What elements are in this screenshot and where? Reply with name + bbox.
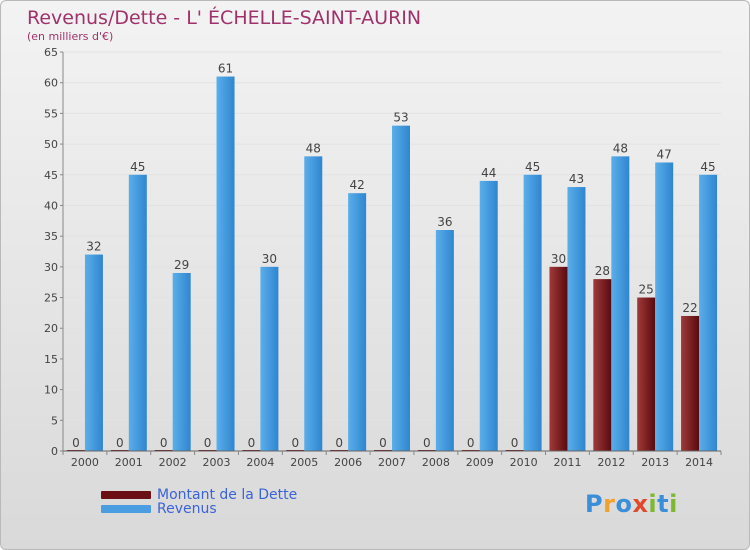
data-label-debt: 22 bbox=[682, 301, 697, 315]
x-tick-label: 2003 bbox=[203, 456, 231, 469]
data-label-debt: 0 bbox=[511, 436, 519, 450]
bar-revenus bbox=[172, 272, 191, 451]
bar-debt bbox=[593, 279, 612, 451]
y-tick-label: 0 bbox=[51, 445, 58, 458]
y-tick-label: 50 bbox=[44, 138, 58, 151]
data-label-debt: 0 bbox=[116, 436, 124, 450]
bar-revenus bbox=[655, 162, 674, 451]
legend-swatch-debt bbox=[101, 491, 151, 499]
bar-revenus bbox=[260, 266, 279, 451]
bar-revenus bbox=[392, 125, 410, 452]
data-label-debt: 0 bbox=[335, 436, 343, 450]
y-tick-label: 15 bbox=[44, 353, 58, 366]
data-label-debt: 0 bbox=[160, 436, 168, 450]
data-label-debt: 30 bbox=[551, 252, 566, 266]
bar-debt bbox=[637, 297, 656, 451]
x-tick-label: 2000 bbox=[71, 456, 99, 469]
data-label-debt: 0 bbox=[423, 436, 431, 450]
data-label-revenus: 44 bbox=[481, 166, 496, 180]
data-label-revenus: 29 bbox=[174, 258, 189, 272]
y-tick-label: 35 bbox=[44, 230, 58, 243]
data-label-debt: 28 bbox=[595, 264, 610, 278]
data-label-revenus: 45 bbox=[700, 160, 715, 174]
bar-revenus bbox=[611, 156, 630, 451]
data-label-revenus: 36 bbox=[437, 215, 452, 229]
data-label-revenus: 32 bbox=[86, 240, 101, 254]
legend-label-debt: Montant de la Dette bbox=[157, 487, 298, 503]
y-tick-label: 20 bbox=[44, 322, 58, 335]
data-label-revenus: 48 bbox=[306, 141, 321, 155]
x-tick-label: 2012 bbox=[597, 456, 625, 469]
data-label-debt: 0 bbox=[204, 436, 212, 450]
y-tick-label: 40 bbox=[44, 199, 58, 212]
y-tick-label: 55 bbox=[44, 107, 58, 120]
legend-item-debt: Montant de la Dette bbox=[101, 487, 297, 503]
y-tick-label: 45 bbox=[44, 169, 58, 182]
data-label-debt: 0 bbox=[248, 436, 256, 450]
bar-revenus bbox=[304, 156, 323, 451]
bar-debt bbox=[681, 315, 700, 451]
data-label-debt: 0 bbox=[291, 436, 299, 450]
data-label-debt: 0 bbox=[72, 436, 80, 450]
bar-revenus bbox=[348, 193, 367, 451]
data-label-revenus: 47 bbox=[657, 147, 672, 161]
legend-swatch-revenus bbox=[101, 505, 151, 513]
bar-revenus bbox=[84, 254, 103, 451]
data-label-debt: 25 bbox=[639, 283, 654, 297]
bar-revenus bbox=[479, 180, 498, 451]
data-label-debt: 0 bbox=[467, 436, 475, 450]
bar-revenus bbox=[699, 174, 718, 451]
x-tick-label: 2013 bbox=[641, 456, 669, 469]
x-tick-label: 2006 bbox=[334, 456, 362, 469]
bar-revenus bbox=[523, 174, 542, 451]
x-tick-label: 2011 bbox=[553, 456, 581, 469]
chart-title: Revenus/Dette - L' ÉCHELLE-SAINT-AURIN bbox=[27, 7, 422, 29]
proxiti-logo: Proxiti bbox=[585, 490, 678, 518]
data-label-revenus: 61 bbox=[218, 62, 233, 76]
bar-revenus bbox=[128, 174, 147, 451]
data-label-debt: 0 bbox=[379, 436, 387, 450]
data-label-revenus: 30 bbox=[262, 252, 277, 266]
x-tick-label: 2009 bbox=[466, 456, 494, 469]
data-label-revenus: 42 bbox=[349, 178, 364, 192]
y-tick-label: 5 bbox=[51, 414, 58, 427]
y-tick-label: 60 bbox=[44, 77, 58, 90]
bar-debt bbox=[549, 266, 568, 451]
y-tick-label: 65 bbox=[44, 46, 58, 59]
x-tick-label: 2007 bbox=[378, 456, 406, 469]
data-label-revenus: 45 bbox=[130, 160, 145, 174]
y-tick-label: 10 bbox=[44, 384, 58, 397]
x-tick-label: 2001 bbox=[115, 456, 143, 469]
x-tick-label: 2004 bbox=[246, 456, 274, 469]
data-label-revenus: 53 bbox=[393, 111, 408, 125]
x-tick-label: 2005 bbox=[290, 456, 318, 469]
legend-item-revenus: Revenus bbox=[101, 501, 217, 517]
data-label-revenus: 45 bbox=[525, 160, 540, 174]
bar-revenus bbox=[567, 187, 586, 452]
x-tick-label: 2002 bbox=[159, 456, 187, 469]
data-label-revenus: 48 bbox=[613, 141, 628, 155]
bar-revenus bbox=[216, 76, 235, 452]
chart-subtitle: (en milliers d'€) bbox=[27, 30, 114, 43]
x-tick-label: 2014 bbox=[685, 456, 713, 469]
x-tick-label: 2008 bbox=[422, 456, 450, 469]
x-tick-label: 2010 bbox=[510, 456, 538, 469]
legend-label-revenus: Revenus bbox=[157, 501, 217, 517]
bar-revenus bbox=[435, 230, 454, 451]
data-label-revenus: 43 bbox=[569, 172, 584, 186]
y-tick-label: 25 bbox=[44, 292, 58, 305]
y-tick-label: 30 bbox=[44, 261, 58, 274]
